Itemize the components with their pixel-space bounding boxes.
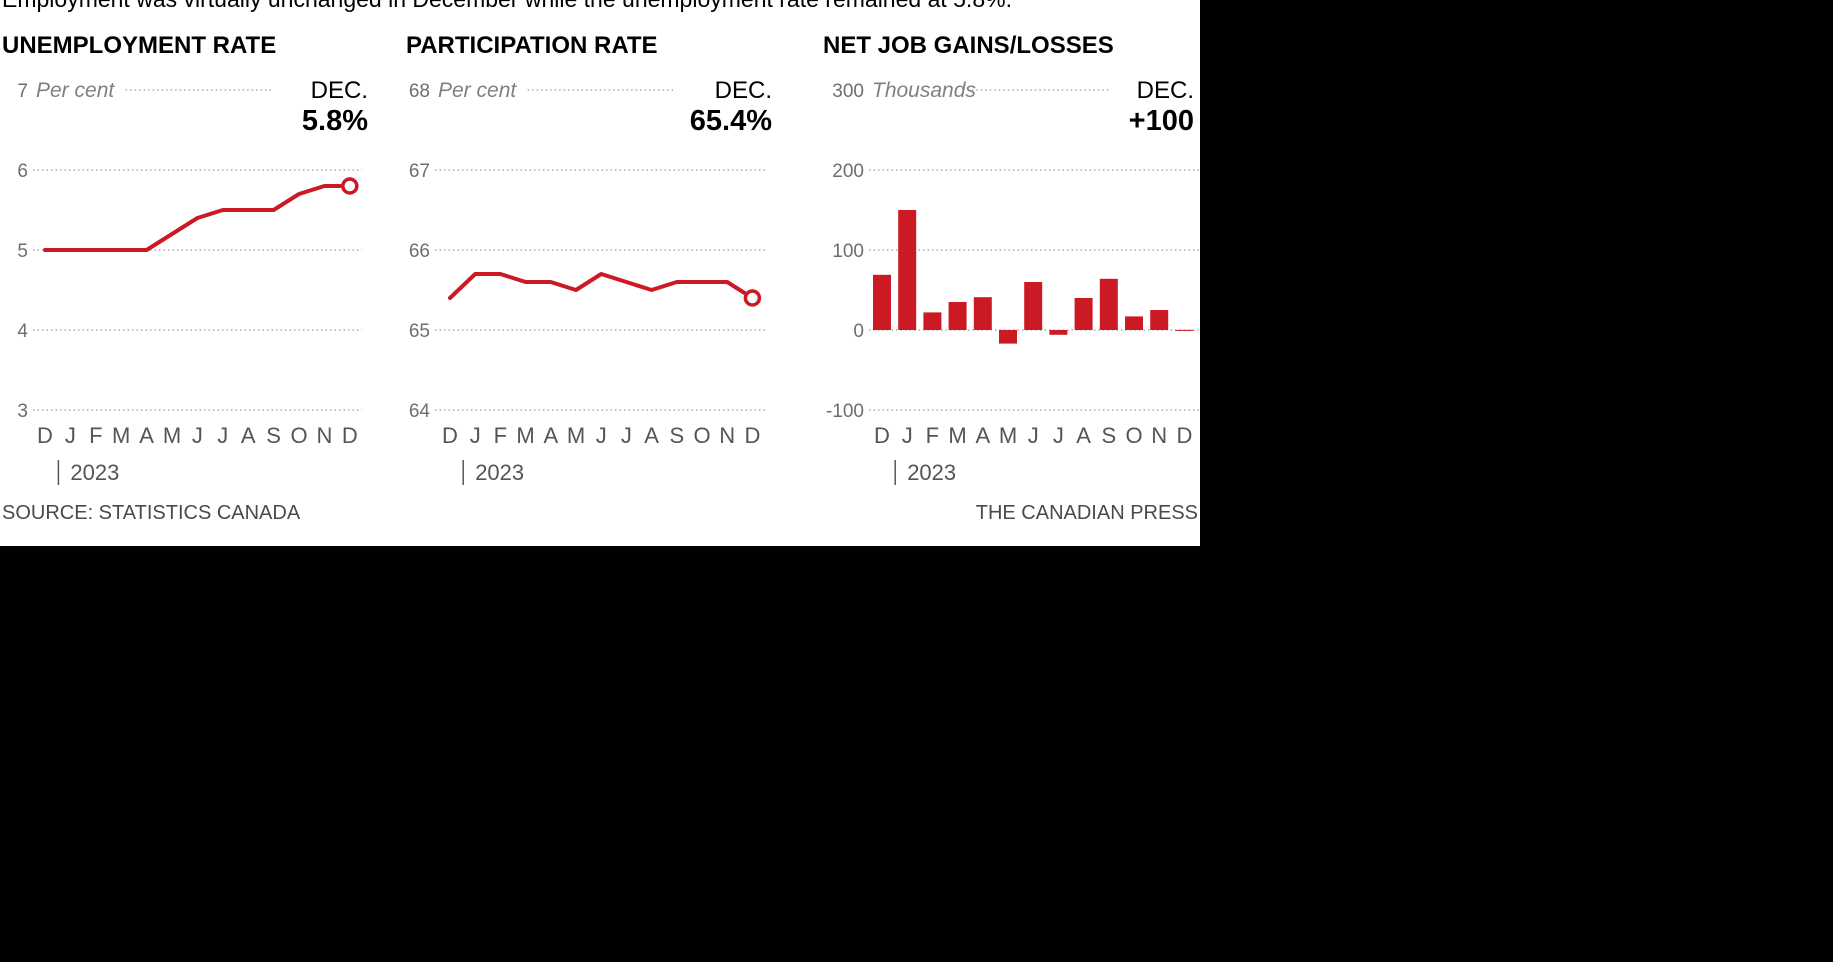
x-tick-label: A xyxy=(1076,423,1091,448)
x-tick-label: S xyxy=(1101,423,1116,448)
last-point-marker xyxy=(341,177,359,195)
x-tick-label: M xyxy=(112,423,130,448)
x-tick-label: A xyxy=(139,423,154,448)
x-tick-label: D xyxy=(744,423,760,448)
credit-note: THE CANADIAN PRESS xyxy=(975,502,1198,524)
x-tick-label: F xyxy=(494,423,507,448)
last-point-marker xyxy=(743,289,762,307)
year-label: 2023 xyxy=(475,460,524,485)
x-tick-label: N xyxy=(316,423,332,448)
bar xyxy=(1175,329,1194,331)
y-tick-label: 300 xyxy=(832,81,864,102)
y-tick-label: 200 xyxy=(832,161,864,182)
highlight-value: 5.8% xyxy=(302,105,368,137)
x-tick-label: F xyxy=(89,423,102,448)
highlight-label: DEC. xyxy=(311,77,368,104)
year-label: 2023 xyxy=(907,460,956,485)
x-tick-label: F xyxy=(926,423,939,448)
x-tick-label: M xyxy=(948,423,966,448)
participation-chart-title: PARTICIPATION RATE xyxy=(406,32,658,59)
series-line xyxy=(448,272,755,300)
x-tick-label: A xyxy=(644,423,659,448)
bar xyxy=(948,302,967,330)
y-tick-label: 65 xyxy=(409,321,430,342)
x-tick-label: D xyxy=(874,423,890,448)
year-label: 2023 xyxy=(70,460,119,485)
x-tick-label: A xyxy=(975,423,990,448)
x-tick-label: N xyxy=(1151,423,1167,448)
x-tick-label: J xyxy=(470,423,481,448)
series-line xyxy=(43,184,352,252)
y-tick-label: 4 xyxy=(17,321,28,342)
x-tick-label: J xyxy=(902,423,913,448)
x-tick-label: A xyxy=(543,423,558,448)
x-tick-label: M xyxy=(163,423,181,448)
y-tick-label: 66 xyxy=(409,241,430,262)
y-tick-label: 64 xyxy=(409,401,431,422)
x-tick-label: J xyxy=(596,423,607,448)
y-tick-label: 68 xyxy=(409,81,430,102)
x-tick-label: O xyxy=(693,423,710,448)
y-tick-label: 100 xyxy=(832,241,864,262)
y-tick-label: 6 xyxy=(17,161,28,182)
highlight-value: 65.4% xyxy=(690,105,772,137)
y-tick-label: 3 xyxy=(17,401,28,422)
unemployment-chart-title: UNEMPLOYMENT RATE xyxy=(2,32,277,59)
highlight-label: DEC. xyxy=(715,77,772,104)
job-gains-chart-title: NET JOB GAINS/LOSSES xyxy=(823,32,1114,59)
bar xyxy=(1125,316,1143,330)
x-tick-label: M xyxy=(567,423,585,448)
x-tick-label: D xyxy=(442,423,458,448)
x-tick-label: J xyxy=(1053,423,1064,448)
y-tick-label: -100 xyxy=(826,401,864,422)
bar xyxy=(999,330,1017,344)
x-tick-label: J xyxy=(1028,423,1039,448)
x-tick-label: S xyxy=(266,423,281,448)
source-note: SOURCE: STATISTICS CANADA xyxy=(2,502,301,524)
x-tick-label: O xyxy=(290,423,307,448)
bar xyxy=(1074,298,1093,330)
x-tick-label: M xyxy=(516,423,534,448)
y-tick-label: 7 xyxy=(17,81,28,102)
bar xyxy=(873,274,891,330)
x-tick-label: S xyxy=(669,423,684,448)
y-tick-label: 5 xyxy=(17,241,28,262)
x-tick-label: O xyxy=(1125,423,1142,448)
bar xyxy=(1049,330,1068,335)
x-tick-label: D xyxy=(1176,423,1192,448)
bar xyxy=(973,297,992,330)
x-tick-label: J xyxy=(217,423,228,448)
x-tick-label: N xyxy=(719,423,735,448)
bar xyxy=(1150,310,1169,330)
x-tick-label: J xyxy=(621,423,632,448)
infographic-panel: Employment was virtually unchanged in De… xyxy=(0,0,1200,546)
unit-label: Per cent xyxy=(36,79,115,102)
x-tick-label: A xyxy=(241,423,256,448)
y-tick-label: 67 xyxy=(409,161,430,182)
bar xyxy=(923,312,942,330)
x-tick-label: D xyxy=(342,423,358,448)
y-tick-label: 0 xyxy=(853,321,864,342)
bar xyxy=(898,210,917,330)
bar xyxy=(1099,278,1118,330)
chart-subtitle: Employment was virtually unchanged in De… xyxy=(2,0,1012,13)
bar xyxy=(1024,282,1043,330)
highlight-value: +100 xyxy=(1129,105,1194,137)
highlight-label: DEC. xyxy=(1137,77,1194,104)
x-tick-label: J xyxy=(192,423,203,448)
x-tick-label: M xyxy=(999,423,1017,448)
x-tick-label: D xyxy=(37,423,53,448)
unit-label: Thousands xyxy=(872,79,976,102)
x-tick-label: J xyxy=(65,423,76,448)
unit-label: Per cent xyxy=(438,79,517,102)
